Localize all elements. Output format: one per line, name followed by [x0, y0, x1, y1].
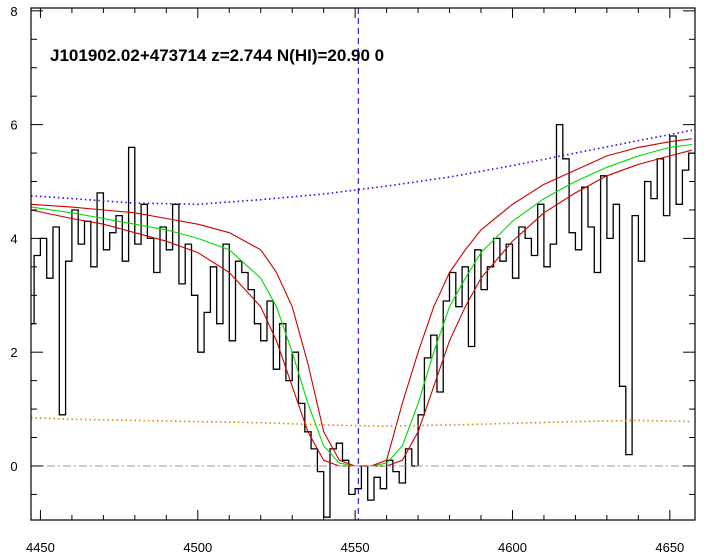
- series-error-line: [31, 416, 692, 427]
- y-tick-label: 2: [10, 345, 17, 360]
- reference-lines: [31, 8, 695, 520]
- axis-ticks: 4450 4500 4550 4600 4650 0 2 4 6 8: [10, 4, 695, 555]
- y-tick-label: 6: [10, 118, 17, 133]
- y-tick-label: 4: [10, 231, 17, 246]
- x-tick-label: 4450: [26, 540, 55, 555]
- x-tick-label: 4600: [498, 540, 527, 555]
- x-tick-label: 4550: [341, 540, 370, 555]
- x-tick-label: 4500: [183, 540, 212, 555]
- series-continuum-line: [31, 129, 693, 206]
- series-flux-line: [31, 123, 695, 518]
- plot-frame: [30, 7, 696, 521]
- x-tick-label: 4650: [655, 540, 684, 555]
- y-tick-label: 8: [10, 4, 17, 19]
- chart-title: J101902.02+473714 z=2.744 N(HI)=20.90 0: [50, 46, 384, 65]
- y-tick-label: 0: [10, 459, 17, 474]
